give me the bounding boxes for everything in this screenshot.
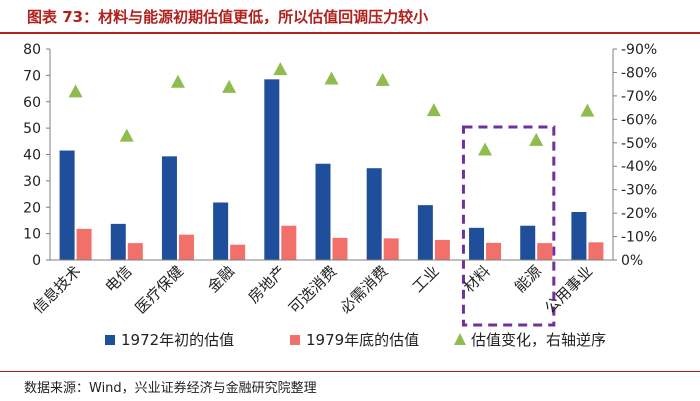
bar-1972-4 <box>264 79 280 260</box>
category-label-3: 金融 <box>204 262 238 296</box>
bar-1972-2 <box>161 156 177 260</box>
footer-divider <box>0 371 700 372</box>
legend-label-1: 1979年底的估值 <box>306 331 419 349</box>
change-marker-0 <box>68 84 83 98</box>
change-marker-6 <box>375 72 390 86</box>
category-label-8: 材料 <box>460 262 494 296</box>
category-label-5: 可选消费 <box>285 262 340 317</box>
change-marker-7 <box>426 103 441 117</box>
right-tick-label: -30% <box>621 183 657 199</box>
category-label-2: 医疗保健 <box>132 262 187 317</box>
bar-1979-4 <box>281 225 297 260</box>
bar-1972-6 <box>366 168 382 260</box>
right-tick-label: -20% <box>621 206 657 222</box>
title-bar: 图表 73：材料与能源初期估值更低，所以估值回调压力较小 <box>0 0 700 32</box>
category-label-9: 能源 <box>511 262 545 296</box>
bar-1979-6 <box>383 238 399 260</box>
right-tick-label: -80% <box>621 65 657 81</box>
left-tick-label: 10 <box>23 227 41 243</box>
bar-1979-2 <box>178 234 194 260</box>
right-tick-label: -10% <box>621 230 657 246</box>
highlight-box <box>461 125 556 327</box>
bar-1979-8 <box>486 242 502 260</box>
bar-1972-9 <box>520 225 536 260</box>
category-label-0: 信息技术 <box>29 262 84 317</box>
bar-1972-1 <box>110 223 126 260</box>
change-marker-10 <box>580 103 595 117</box>
category-label-10: 公用事业 <box>541 262 596 317</box>
bar-1972-5 <box>315 163 331 260</box>
valuation-chart: 0 10 20 30 40 50 60 70 80 0% -10% -20% -30% -40% -50% -… <box>23 42 657 349</box>
legend-swatch-1979 <box>290 335 300 345</box>
category-label-7: 工业 <box>409 262 443 296</box>
bar-1979-7 <box>434 239 450 260</box>
bar-1979-5 <box>332 237 348 260</box>
bar-1972-7 <box>417 205 433 260</box>
right-tick-label: -60% <box>621 112 657 128</box>
bar-1979-0 <box>76 228 92 260</box>
left-tick-label: 70 <box>23 68 41 84</box>
legend-label-2: 估值变化，右轴逆序 <box>471 331 606 349</box>
bar-1972-10 <box>571 211 587 260</box>
chart-title: 图表 73：材料与能源初期估值更低，所以估值回调压力较小 <box>27 8 429 26</box>
source-note: 数据来源：Wind，兴业证券经济与金融研究院整理 <box>24 381 317 396</box>
legend-swatch-1972 <box>105 335 115 345</box>
change-marker-5 <box>324 71 339 85</box>
bar-1972-0 <box>59 150 75 260</box>
change-marker-1 <box>119 128 134 142</box>
change-marker-8 <box>478 142 493 156</box>
change-marker-9 <box>529 132 544 146</box>
right-tick-label: 0% <box>621 253 643 269</box>
change-marker-3 <box>222 79 237 93</box>
change-marker-2 <box>170 74 185 88</box>
category-label-1: 电信 <box>102 262 136 296</box>
bar-1979-10 <box>588 242 604 260</box>
left-tick-label: 80 <box>23 42 41 58</box>
right-tick-label: -90% <box>621 42 657 58</box>
bar-1979-3 <box>230 244 246 260</box>
category-label-4: 房地产 <box>245 262 290 307</box>
right-tick-label: -70% <box>621 89 657 105</box>
change-marker-4 <box>273 62 288 76</box>
legend-label-0: 1972年初的估值 <box>121 331 234 349</box>
category-label-6: 必需消费 <box>336 262 391 317</box>
legend-swatch-change <box>454 333 466 345</box>
bar-1972-8 <box>469 227 485 260</box>
right-tick-label: -50% <box>621 136 657 152</box>
title-divider <box>0 32 700 34</box>
left-tick-label: 0 <box>32 253 41 269</box>
left-tick-label: 20 <box>23 200 41 216</box>
left-tick-label: 40 <box>23 148 41 164</box>
bar-1979-1 <box>127 243 143 260</box>
bar-1972-3 <box>213 202 229 260</box>
left-tick-label: 60 <box>23 95 41 111</box>
bar-1979-9 <box>537 243 553 260</box>
right-tick-label: -40% <box>621 159 657 175</box>
left-tick-label: 50 <box>23 121 41 137</box>
left-tick-label: 30 <box>23 174 41 190</box>
